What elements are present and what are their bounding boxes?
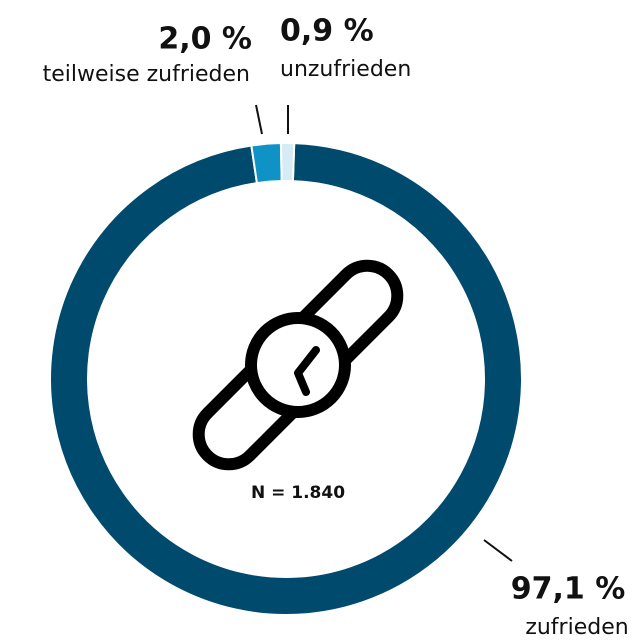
value-label: 0,9 % [280, 14, 374, 49]
leader-line [483, 539, 513, 562]
leader-line [255, 104, 263, 135]
category-label: unzufrieden [280, 57, 411, 82]
category-label: zufrieden [525, 615, 628, 640]
donut-segment [250, 142, 283, 185]
category-label: teilweise zufrieden [43, 62, 250, 87]
sample-size: N = 1.840 [251, 483, 345, 503]
donut-segment [49, 142, 523, 616]
donut-segment [279, 142, 296, 183]
watch-icon [192, 259, 404, 471]
value-label: 97,1 % [511, 572, 626, 607]
value-label: 2,0 % [158, 22, 252, 57]
